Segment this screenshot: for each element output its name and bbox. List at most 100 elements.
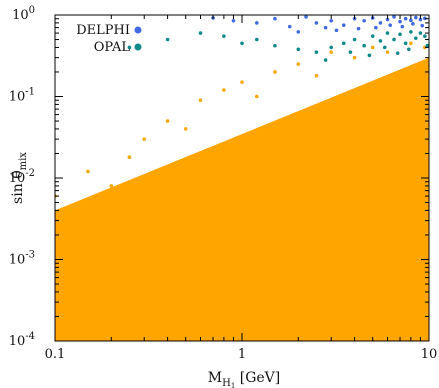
scatter-point-delphi-7	[403, 16, 408, 21]
scatter-point-delphi-24	[420, 23, 425, 28]
scatter-point-opal-26	[425, 43, 429, 48]
scatter-point-delphi-12	[341, 23, 346, 27]
x-axis-label: MH1 [GeV]	[208, 370, 281, 388]
scatter-point-delphi-8	[409, 18, 413, 23]
scatter-point-scan-4	[127, 155, 132, 159]
scatter-point-opal-22	[127, 45, 132, 50]
scatter-point-opal-13	[423, 34, 427, 38]
scatter-point-delphi-23	[411, 21, 415, 26]
allowed-region-fill	[55, 57, 429, 341]
scatter-point-delphi-1	[362, 18, 366, 23]
legend-label-opal: OPAL	[94, 40, 131, 55]
scatter-point-opal-11	[414, 36, 418, 40]
scatter-point-opal-7	[392, 37, 396, 42]
scatter-point-delphi-22	[400, 24, 405, 29]
scatter-point-opal-20	[198, 31, 203, 35]
scatter-point-opal-3	[362, 43, 366, 48]
scatter-point-delphi-17	[273, 16, 277, 21]
axis-ticks: 0.1 1 10 10-4 10-3 10-2 10-1 100	[9, 5, 438, 362]
scatter-point-opal-14	[314, 50, 319, 54]
scatter-points	[55, 15, 429, 213]
scatter-point-opal-27	[323, 58, 328, 62]
scatter-point-delphi-25	[356, 26, 361, 31]
legend-label-delphi: DELPHI	[76, 23, 130, 38]
scatter-point-scan-8	[198, 98, 203, 103]
scatter-point-delphi-18	[255, 21, 259, 25]
scatter-point-scan-2	[86, 169, 90, 174]
scatter-point-opal-29	[395, 51, 400, 55]
x-tick-label: 0.1	[45, 347, 66, 362]
y-tick-label: 10-1	[9, 87, 35, 105]
scatter-point-scan-9	[222, 88, 226, 92]
scatter-point-scan-20	[423, 45, 427, 50]
scatter-point-opal-28	[367, 53, 372, 58]
scatter-point-opal-0	[329, 45, 334, 50]
legend-marker-opal	[134, 43, 142, 51]
scatter-point-opal-19	[222, 34, 226, 38]
scatter-point-scan-16	[352, 55, 357, 60]
y-tick-label: 10-4	[9, 331, 35, 349]
scatter-point-delphi-21	[388, 23, 392, 27]
x-axis-label-subsub: 1	[231, 382, 235, 388]
scatter-point-opal-1	[341, 41, 346, 46]
scatter-point-delphi-20	[374, 25, 378, 30]
scatter-point-scan-15	[329, 50, 334, 54]
x-axis-label-sub: H	[222, 378, 231, 388]
scatter-point-delphi-10	[418, 17, 423, 22]
scatter-point-opal-23	[348, 50, 353, 54]
scatter-point-opal-24	[382, 45, 387, 50]
scatter-point-scan-5	[142, 137, 147, 141]
scatter-point-scan-14	[314, 73, 319, 78]
x-tick-label: 10	[421, 347, 438, 362]
scatter-point-scan-12	[273, 70, 277, 74]
x-tick-label: 1	[238, 347, 246, 362]
scatter-point-opal-25	[407, 47, 411, 52]
scatter-point-delphi-9	[414, 15, 418, 20]
scatter-point-opal-9	[403, 41, 408, 46]
scatter-point-delphi-29	[296, 30, 301, 34]
x-axis-label-unit: [GeV]	[235, 370, 280, 386]
scatter-point-scan-7	[183, 127, 188, 131]
scatter-point-scan-13	[296, 62, 301, 66]
scatter-point-opal-4	[370, 34, 375, 38]
y-tick-label: 100	[12, 5, 35, 23]
scatter-point-delphi-6	[398, 19, 402, 24]
scatter-point-opal-2	[352, 37, 357, 42]
scatter-point-opal-17	[255, 37, 259, 42]
scatter-point-delphi-27	[231, 18, 236, 23]
scatter-point-delphi-5	[392, 15, 396, 19]
plot-area	[55, 15, 429, 341]
scatter-point-scan-1	[68, 208, 72, 213]
y-tick-label: 10-2	[9, 168, 35, 186]
scatter-point-delphi-15	[304, 15, 308, 19]
legend-marker-delphi	[134, 26, 142, 34]
scatter-point-opal-16	[273, 43, 277, 48]
y-axis-label-sub: mix	[18, 152, 29, 171]
scatter-point-scan-11	[255, 94, 259, 99]
y-tick-label: 10-3	[9, 250, 35, 268]
scatter-point-opal-12	[418, 31, 423, 35]
y-axis-label-main: sin θ	[10, 170, 26, 204]
scatter-point-opal-15	[296, 47, 301, 52]
scatter-point-opal-6	[385, 31, 390, 35]
y-axis-label: sin θmix	[10, 152, 29, 204]
scatter-point-opal-10	[409, 30, 413, 34]
scatter-point-opal-21	[165, 37, 170, 42]
scatter-point-opal-8	[398, 32, 402, 37]
legend: DELPHI OPAL	[76, 23, 142, 55]
scatter-point-opal-18	[240, 41, 244, 46]
scatter-point-delphi-13	[329, 18, 334, 23]
scatter-point-delphi-19	[287, 24, 292, 29]
scatter-point-delphi-11	[423, 16, 427, 21]
x-axis-label-main: M	[208, 370, 222, 386]
scatter-point-scan-6	[165, 119, 170, 123]
scatter-point-delphi-16	[323, 25, 328, 30]
scatter-point-delphi-26	[334, 28, 339, 33]
scatter-point-delphi-4	[385, 17, 390, 22]
scatter-point-opal-5	[378, 39, 383, 43]
scatter-point-scan-17	[370, 45, 375, 50]
scatter-point-scan-19	[409, 41, 413, 46]
scatter-point-delphi-14	[314, 21, 319, 25]
scatter-point-scan-10	[240, 80, 244, 84]
